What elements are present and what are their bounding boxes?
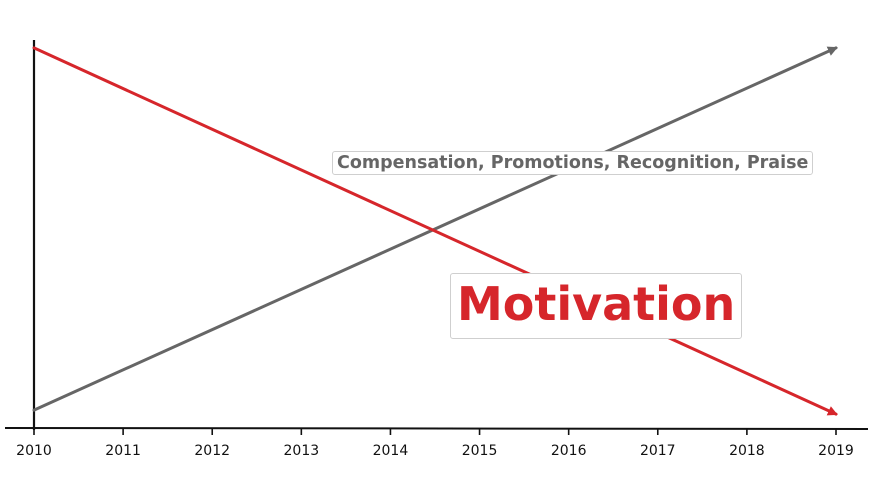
x-tick-labels: 2010 2011 2012 2013 2014 2015 2016 2017 2018 2019	[16, 443, 854, 459]
x-tick-label-2017: 2017	[640, 443, 676, 459]
x-tick-label-2011: 2011	[105, 443, 141, 459]
x-tick-label-2014: 2014	[373, 443, 409, 459]
compensation-series-line	[32, 46, 838, 412]
x-tick-label-2019: 2019	[818, 443, 854, 459]
x-tick-label-2015: 2015	[462, 443, 498, 459]
x-tick-label-2010: 2010	[16, 443, 52, 459]
x-tick-label-2016: 2016	[551, 443, 587, 459]
x-tick-label-2012: 2012	[194, 443, 230, 459]
motivation-series-line	[32, 46, 838, 416]
x-axis	[4, 427, 869, 430]
x-tick-label-2013: 2013	[284, 443, 320, 459]
series-lines	[32, 46, 838, 416]
x-ticks	[33, 428, 837, 435]
x-tick-label-2018: 2018	[729, 443, 765, 459]
motivation-series-label: Motivation	[450, 273, 743, 339]
compensation-series-label: Compensation, Promotions, Recognition, P…	[332, 151, 814, 175]
